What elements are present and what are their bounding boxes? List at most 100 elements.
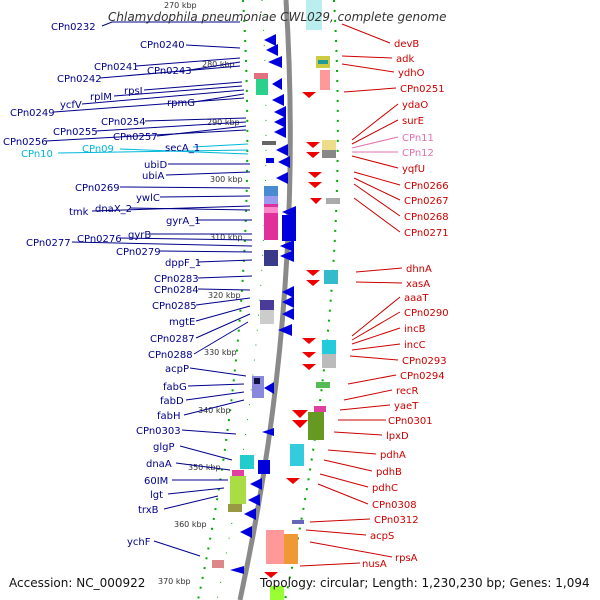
gene-label: CPn0290	[404, 308, 449, 319]
gene-label: CPn09	[82, 144, 114, 155]
gene-label: secA_1	[165, 143, 200, 154]
genome-backbone	[237, 0, 293, 600]
gene-label: CPn0267	[404, 196, 449, 207]
gene-label: lpxD	[386, 431, 409, 442]
gene-label: dnaX_2	[95, 204, 132, 215]
gene-label: surE	[402, 116, 424, 127]
gene-label: fabD	[160, 396, 184, 407]
scale-label: 330 kbp	[204, 348, 237, 357]
gene-label: acpP	[165, 364, 189, 375]
gene-label: CPn0283	[154, 274, 199, 285]
gene-label: CPn0257	[113, 132, 158, 143]
gene-label: CPn0285	[152, 301, 197, 312]
gene-label: recR	[396, 386, 419, 397]
gene-label: gyrB	[128, 230, 151, 241]
left-leader-lines	[45, 21, 253, 557]
gene-label: CPn0277	[26, 238, 71, 249]
gene-label: ubiA	[142, 171, 164, 182]
gene-label: CPn11	[402, 133, 434, 144]
gene-label: fabG	[163, 382, 187, 393]
gene-label: yqfU	[402, 164, 425, 175]
gene-label: devB	[394, 39, 419, 50]
right-leader-lines	[299, 23, 403, 567]
gene-label: CPn0242	[57, 74, 102, 85]
gene-label: CPn0271	[404, 228, 449, 239]
gene-label: incB	[404, 324, 426, 335]
gene-label: tmk	[69, 207, 89, 218]
gene-label: ydaO	[402, 100, 428, 111]
scale-label: 370 kbp	[158, 577, 191, 586]
scale-label: 280 kbp	[202, 60, 235, 69]
gene-label: nusA	[362, 559, 387, 570]
reverse-strand-genes	[264, 56, 340, 600]
gene-label: ycfV	[60, 100, 82, 111]
inner-ruler-track-2	[216, 0, 267, 600]
gene-label: ubiD	[144, 160, 167, 171]
gene-label: xasA	[406, 279, 430, 290]
scale-labels: 270 kbp 280 kbp 290 kbp 300 kbp 310 kbp …	[158, 1, 243, 586]
gene-label: dppF_1	[165, 258, 201, 269]
gene-label: CPn0266	[404, 181, 449, 192]
scale-label: 290 kbp	[207, 118, 240, 127]
gene-label: fabH	[157, 411, 181, 422]
gene-label: CPn0255	[53, 127, 98, 138]
gene-label: CPn0249	[10, 108, 55, 119]
gene-label: acpS	[370, 531, 394, 542]
gene-label: CPn10	[21, 149, 53, 160]
gene-label: CPn0243	[147, 66, 192, 77]
gene-label: CPn0268	[404, 212, 449, 223]
topology-text: Topology: circular; Length: 1,230,230 bp…	[259, 576, 590, 590]
gene-label: CPn0287	[150, 334, 195, 345]
map-title: Chlamydophila pneumoniae CWL029, complet…	[108, 10, 447, 24]
gene-label: CPn0240	[140, 40, 185, 51]
gene-label: CPn0293	[402, 356, 447, 367]
outer-ruler-track	[284, 0, 339, 600]
gene-label: rpmG	[167, 98, 195, 109]
gene-label: rpsA	[395, 553, 418, 564]
gene-label: pdhB	[376, 467, 402, 478]
scale-label: 350 kbp	[188, 463, 221, 472]
gene-label: CPn0301	[388, 416, 433, 427]
gene-label: CPn0303	[136, 426, 181, 437]
gene-label: CPn0279	[116, 247, 161, 258]
gene-label: pdhA	[380, 450, 406, 461]
gene-label: CPn0276	[77, 234, 122, 245]
gene-label: CPn0288	[148, 350, 193, 361]
scale-label: 270 kbp	[164, 1, 197, 10]
gene-label: ychF	[127, 537, 151, 548]
scale-label: 310 kbp	[210, 233, 243, 242]
gene-label: 60IM	[144, 476, 168, 487]
gene-label: CPn0308	[372, 500, 417, 511]
gene-label: CPn0269	[75, 183, 120, 194]
gene-label: rplM	[90, 92, 112, 103]
gene-label: lgt	[150, 490, 163, 501]
gene-label: gyrA_1	[166, 216, 201, 227]
gene-label: aaaT	[404, 293, 429, 304]
gene-label: CPn0232	[51, 22, 96, 33]
forward-strand-genes	[212, 34, 296, 574]
scale-label: 340 kbp	[198, 406, 231, 415]
gene-label: glgP	[153, 442, 175, 453]
gene-label: CPn12	[402, 148, 434, 159]
left-gene-labels: CPn0232 CPn0240 CPn0241 CPn0243 CPn0242 …	[3, 22, 201, 548]
gene-label: ydhO	[398, 68, 425, 79]
gene-label: incC	[404, 340, 426, 351]
gene-label: CPn0254	[101, 117, 146, 128]
accession-text: Accession: NC_000922	[9, 576, 145, 590]
gene-label: trxB	[138, 505, 159, 516]
gene-label: dnaA	[146, 459, 172, 470]
gene-label: rpsI	[124, 86, 143, 97]
top-gene-block	[306, 0, 322, 30]
scale-label: 360 kbp	[174, 520, 207, 529]
scale-label: 320 kbp	[208, 291, 241, 300]
right-gene-labels: devB adk ydhO CPn0251 ydaO surE CPn11 CP…	[362, 39, 449, 570]
gene-label: yaeT	[394, 401, 419, 412]
gene-label: ywlC	[136, 193, 160, 204]
gene-label: pdhC	[372, 483, 398, 494]
gene-label: dhnA	[406, 264, 432, 275]
gene-label: mgtE	[169, 317, 195, 328]
gene-label: CPn0241	[94, 62, 139, 73]
gene-label: adk	[396, 54, 414, 65]
gene-label: CPn0312	[374, 515, 419, 526]
